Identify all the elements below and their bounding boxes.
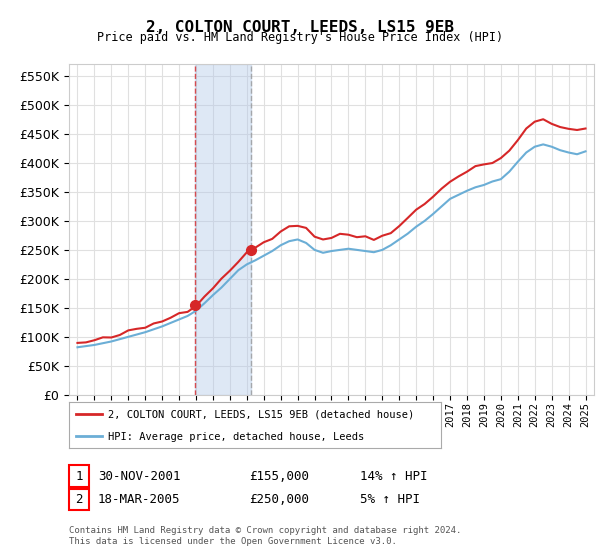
Text: 5% ↑ HPI: 5% ↑ HPI (360, 493, 420, 506)
Text: £155,000: £155,000 (249, 469, 309, 483)
Text: 2: 2 (75, 493, 83, 506)
Bar (194, 64, 251, 395)
Text: Contains HM Land Registry data © Crown copyright and database right 2024.
This d: Contains HM Land Registry data © Crown c… (69, 526, 461, 546)
Text: 2, COLTON COURT, LEEDS, LS15 9EB (detached house): 2, COLTON COURT, LEEDS, LS15 9EB (detach… (108, 410, 415, 420)
Text: 1: 1 (75, 469, 83, 483)
Text: 30-NOV-2001: 30-NOV-2001 (98, 469, 181, 483)
Text: HPI: Average price, detached house, Leeds: HPI: Average price, detached house, Leed… (108, 432, 364, 442)
Text: 18-MAR-2005: 18-MAR-2005 (98, 493, 181, 506)
Text: 14% ↑ HPI: 14% ↑ HPI (360, 469, 427, 483)
Text: 2, COLTON COURT, LEEDS, LS15 9EB: 2, COLTON COURT, LEEDS, LS15 9EB (146, 20, 454, 35)
Text: £250,000: £250,000 (249, 493, 309, 506)
Text: Price paid vs. HM Land Registry's House Price Index (HPI): Price paid vs. HM Land Registry's House … (97, 31, 503, 44)
